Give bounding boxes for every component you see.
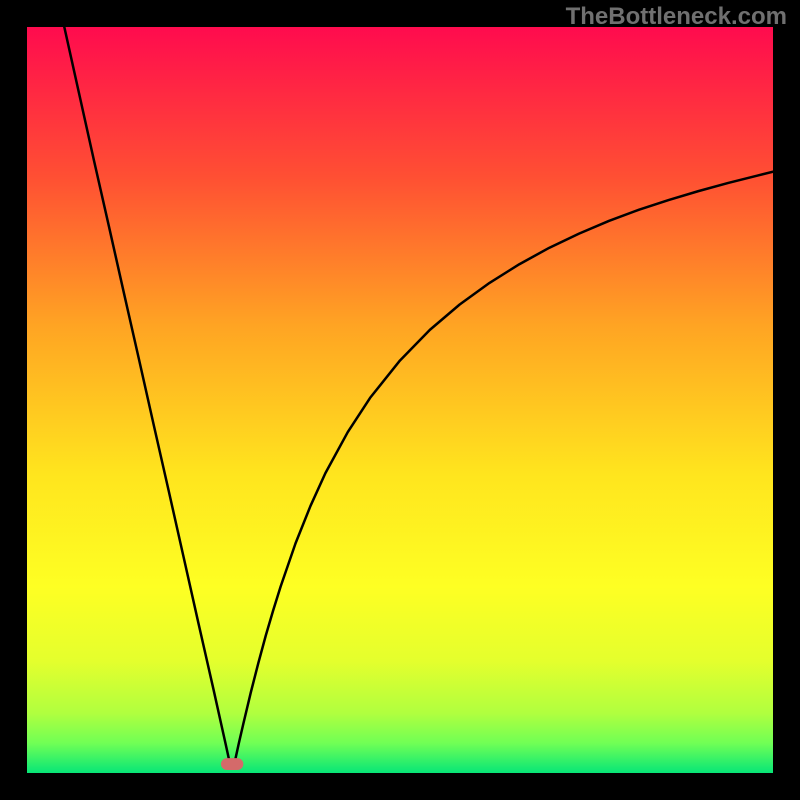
watermark-text: TheBottleneck.com [566,3,787,31]
plot-area [27,27,773,773]
minimum-marker [221,758,243,770]
plot-background [27,27,773,773]
chart-svg [27,27,773,773]
chart-frame: TheBottleneck.com [0,0,800,800]
